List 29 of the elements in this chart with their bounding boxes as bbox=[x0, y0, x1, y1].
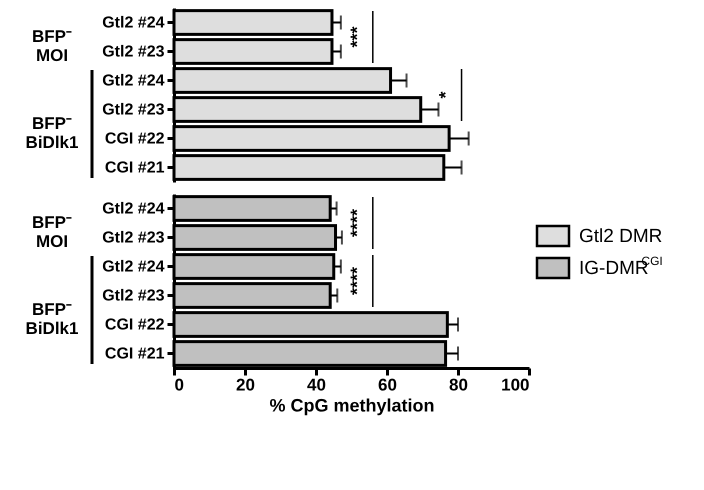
y-tick-label: CGI #21 bbox=[104, 346, 165, 362]
text: IG-DMRCGI bbox=[579, 254, 663, 279]
annotation: *** bbox=[346, 26, 367, 48]
annotation: * bbox=[436, 91, 456, 99]
text: BFP⁻ MOI bbox=[32, 27, 72, 65]
y-tick-label: Gtl2 #24 bbox=[102, 72, 165, 90]
text: BFP⁻ MOI bbox=[32, 213, 72, 251]
x-tick-label: 60 bbox=[378, 376, 397, 394]
legend-label: Gtl2 DMR bbox=[579, 226, 662, 247]
annotation: **** bbox=[346, 208, 367, 238]
x-tick-label: 40 bbox=[307, 376, 326, 394]
x-tick-label: 80 bbox=[449, 376, 468, 394]
text: BFP⁻ BiDlk1 bbox=[26, 114, 78, 152]
y-tick-label: CGI #22 bbox=[104, 316, 165, 334]
y-tick-label: Gtl2 #23 bbox=[102, 230, 165, 246]
x-tick-label: 20 bbox=[236, 376, 255, 394]
annotation: **** bbox=[346, 266, 367, 296]
y-tick-label: Gtl2 #24 bbox=[102, 258, 165, 276]
x-axis-title: % CpG methylation bbox=[269, 396, 435, 416]
y-tick-label: CGI #21 bbox=[104, 160, 165, 176]
y-tick-label: Gtl2 #23 bbox=[102, 44, 165, 60]
y-tick-label: Gtl2 #24 bbox=[102, 200, 165, 218]
x-tick-label: 100 bbox=[501, 376, 530, 394]
y-tick-label: Gtl2 #24 bbox=[102, 14, 165, 32]
text: BFP⁻ BiDlk1 bbox=[26, 300, 78, 338]
y-tick-label: CGI #22 bbox=[104, 130, 165, 148]
y-tick-label: Gtl2 #23 bbox=[102, 288, 165, 304]
x-tick-label: 0 bbox=[174, 376, 184, 394]
y-tick-label: Gtl2 #23 bbox=[102, 102, 165, 118]
